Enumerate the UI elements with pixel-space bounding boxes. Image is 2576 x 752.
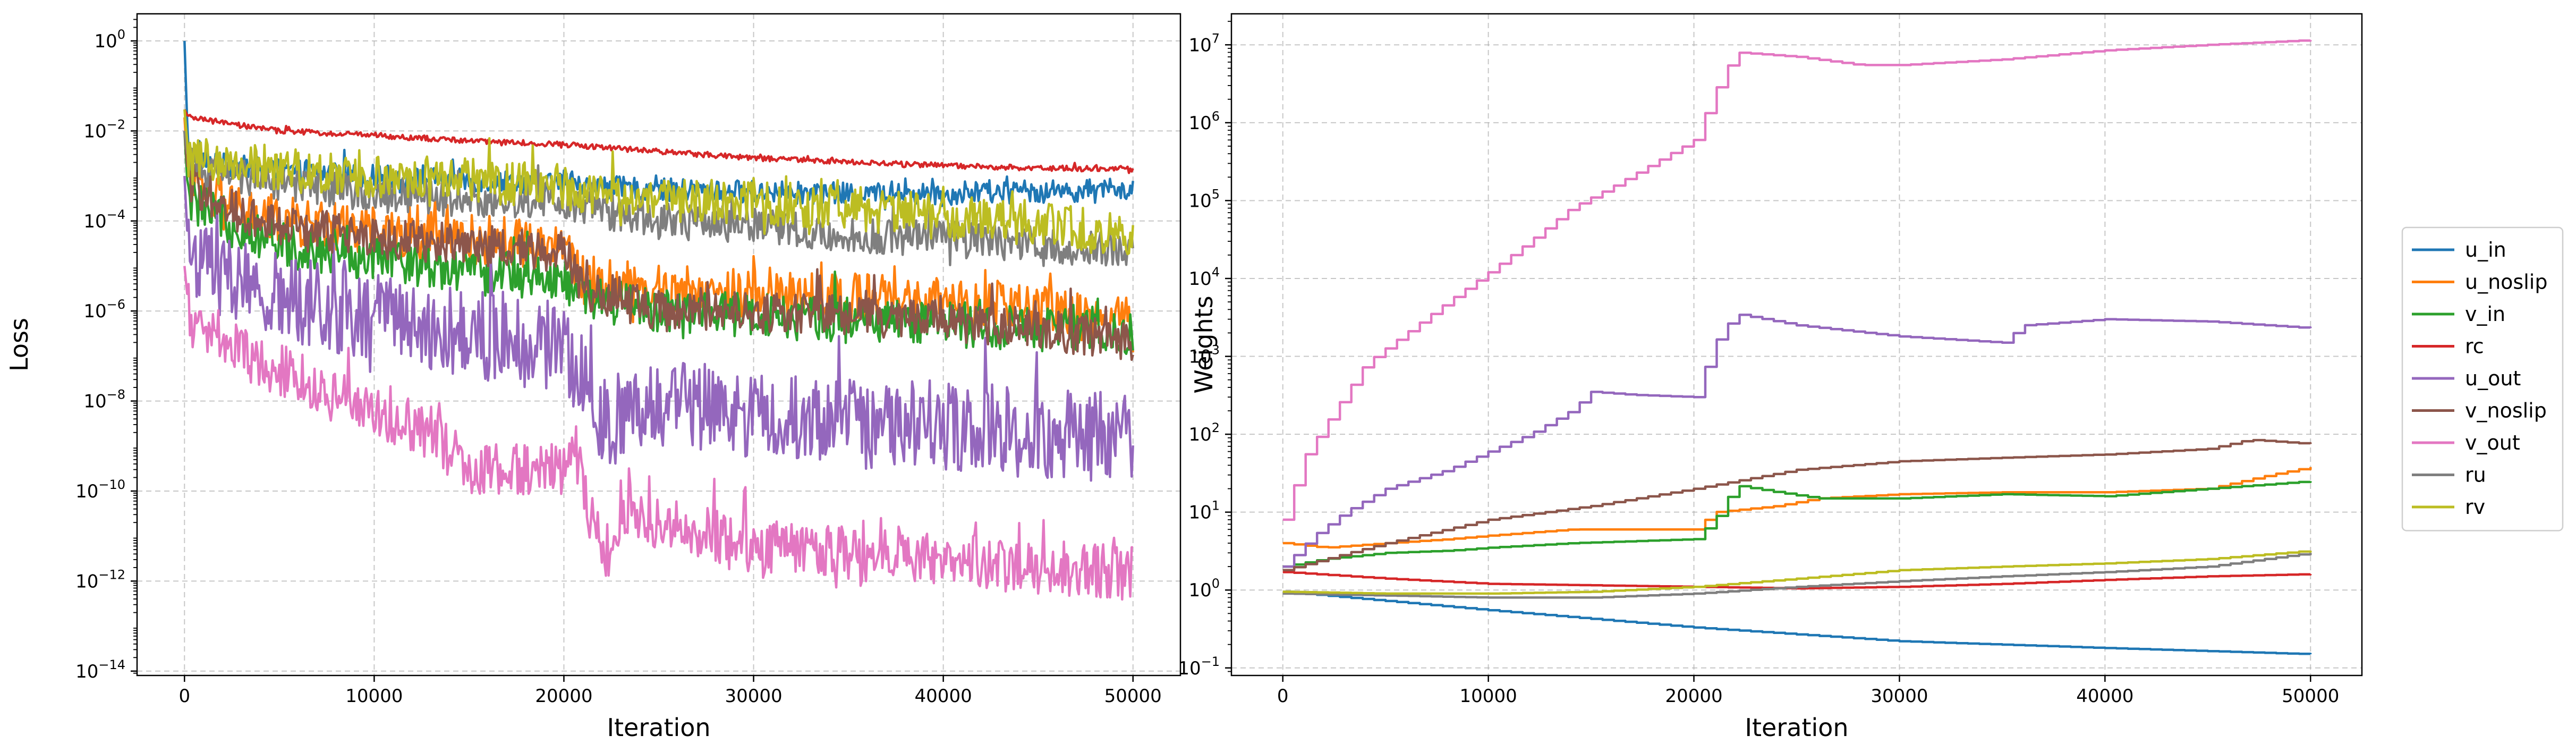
series-line-v_out <box>183 266 1133 601</box>
x-tick-label: 40000 <box>2076 686 2133 707</box>
axes-frame <box>136 13 1181 677</box>
series-line-v_noslip <box>183 131 1134 361</box>
legend-label: v_noslip <box>2465 399 2547 423</box>
legend-label: ru <box>2465 463 2486 487</box>
y-tick-label: 10−2 <box>83 117 125 142</box>
y-tick-label: 10−12 <box>75 567 125 592</box>
y-tick-label: 10−14 <box>75 657 125 682</box>
series-group <box>183 40 1134 601</box>
legend-item: rc <box>2412 335 2484 358</box>
series-line-u_out <box>183 175 1134 482</box>
y-axis-label: Loss <box>5 318 33 371</box>
series-line-u_out <box>1282 314 2312 568</box>
legend-item: v_in <box>2412 302 2505 326</box>
weights-chart: 0 10000 20000 30000 40000 50000Iteration10710… <box>1178 13 2363 742</box>
legend-label: v_out <box>2465 431 2520 454</box>
series-line-rv <box>183 109 1134 256</box>
series-line-ru <box>183 131 1134 267</box>
x-tick-label: 20000 <box>1665 686 1722 707</box>
y-axis-label: Weights <box>1189 295 1218 393</box>
y-tick-label: 10−4 <box>83 207 125 232</box>
y-tick-label: 100 <box>1188 576 1220 601</box>
y-tick-label: 106 <box>1188 109 1220 134</box>
y-tick-label: 10−6 <box>83 297 125 322</box>
x-axis-label: Iteration <box>1745 713 1848 742</box>
x-axis-label: Iteration <box>607 713 710 742</box>
y-tick-label: 105 <box>1188 187 1220 212</box>
x-tick-label: 50000 <box>2282 686 2339 707</box>
series-line-u_in <box>1282 590 2312 655</box>
loss-chart: 0 10000 20000 30000 40000 50000Iteration10010… <box>5 13 1181 742</box>
x-tick-label: 30000 <box>1871 686 1928 707</box>
y-tick-label: 107 <box>1188 31 1220 56</box>
x-tick-label: 50000 <box>1104 686 1162 707</box>
x-axis: 0 10000 20000 30000 40000 50000 Iteration <box>1277 675 2339 742</box>
x-tick-label: 30000 <box>725 686 782 707</box>
legend-label: v_in <box>2465 302 2505 326</box>
series-line-v_out <box>1282 39 2312 521</box>
x-tick-label: 20000 <box>535 686 592 707</box>
legend-item: u_out <box>2412 367 2521 390</box>
legend-label: rv <box>2465 495 2485 519</box>
series-line-ru <box>1282 553 2312 599</box>
legend-item: v_noslip <box>2412 399 2547 423</box>
x-tick-label: 0 <box>1277 686 1289 707</box>
legend-label: u_noslip <box>2465 271 2547 294</box>
y-tick-label: 103 <box>1188 343 1220 368</box>
x-tick-label: 0 <box>178 686 190 707</box>
legend-label: rc <box>2465 335 2484 358</box>
legend-item: v_out <box>2412 431 2520 454</box>
legend-item: rv <box>2412 495 2485 519</box>
y-axis: 100 10−2 10−4 10−6 10−8 10−10 10−12 10−14 Loss <box>5 19 137 682</box>
y-tick-label: 10−10 <box>75 477 125 502</box>
y-tick-label: 100 <box>94 27 125 52</box>
series-line-v_in <box>1282 480 2312 568</box>
y-axis: 107 106 105 104 103 102 101 100 10−1 Weights <box>1178 21 1231 679</box>
y-tick-label: 10−8 <box>83 387 125 412</box>
series-line-rv <box>1282 550 2312 595</box>
y-tick-label: 101 <box>1188 498 1220 523</box>
gridlines <box>1231 14 2362 675</box>
series-line-rc <box>183 109 1134 174</box>
legend-label: u_out <box>2465 367 2521 390</box>
legend-label: u_in <box>2465 238 2506 261</box>
legend-box <box>2401 226 2564 531</box>
y-tick-label: 10−1 <box>1178 654 1220 679</box>
legend-item: ru <box>2412 463 2486 487</box>
x-tick-label: 10000 <box>345 686 403 707</box>
legend-item: u_in <box>2412 238 2506 261</box>
y-tick-label: 104 <box>1188 265 1220 290</box>
axes-frame <box>1230 13 2363 677</box>
series-group <box>1282 39 2312 655</box>
x-tick-label: 10000 <box>1460 686 1517 707</box>
y-tick-label: 102 <box>1188 420 1220 445</box>
x-tick-label: 40000 <box>915 686 972 707</box>
series-line-v_noslip <box>1282 438 2312 572</box>
x-axis: 0 10000 20000 30000 40000 50000 Iteration <box>178 675 1162 742</box>
series-line-u_noslip <box>1282 467 2312 549</box>
legend-item: u_noslip <box>2412 271 2547 294</box>
